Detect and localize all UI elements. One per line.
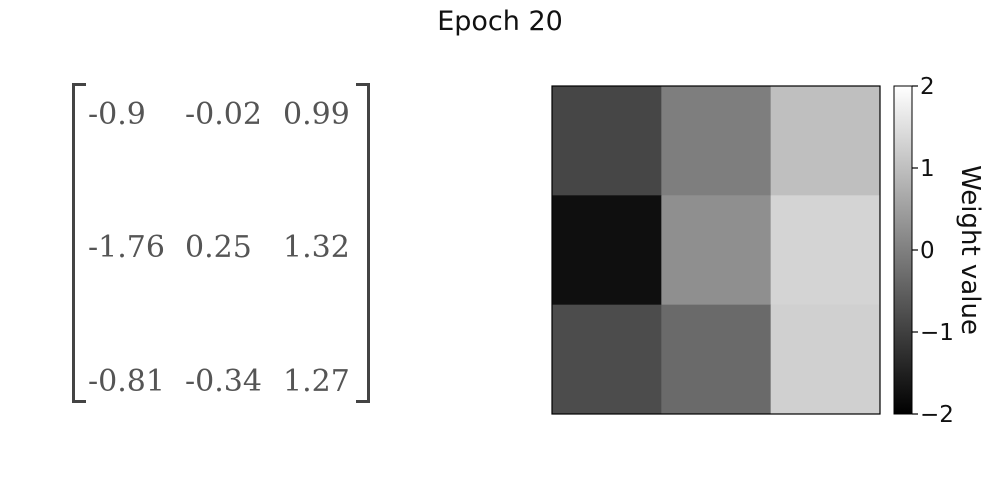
heatmap-cell-r3c1 xyxy=(552,304,662,415)
weight-matrix: -0.9 -0.02 0.99 -1.76 0.25 1.32 -0.81 -0… xyxy=(60,70,390,420)
matrix-cell-r1c3: 0.99 xyxy=(283,97,350,132)
left-bracket xyxy=(72,83,86,403)
colorbar-tick-label: 2 xyxy=(920,74,935,100)
colorbar-ticks: 2 1 0 −1 −2 xyxy=(912,74,954,428)
heatmap-cell-r2c2 xyxy=(661,195,772,306)
matrix-cell-r3c2: -0.34 xyxy=(185,364,262,399)
colorbar-tick-label: 0 xyxy=(920,238,935,264)
heatmap-frame xyxy=(551,85,881,415)
matrix-cell-r3c3: 1.27 xyxy=(283,364,350,399)
matrix-cell-r3c1: -0.81 xyxy=(88,364,165,399)
colorbar-tick-label: 1 xyxy=(920,156,935,182)
heatmap-cell-r2c1 xyxy=(552,195,662,306)
matrix-cell-r1c2: -0.02 xyxy=(185,97,262,132)
colorbar-label: Weight value xyxy=(955,165,985,335)
page-title: Epoch 20 xyxy=(437,6,563,37)
heatmap-cell-r1c1 xyxy=(552,86,662,196)
heatmap-cell-r2c3 xyxy=(770,195,881,306)
colorbar-tick-label: −1 xyxy=(920,320,954,346)
heatmap-cells xyxy=(552,86,881,415)
colorbar xyxy=(893,85,913,415)
heatmap-cell-r3c2 xyxy=(661,304,772,415)
matrix-cell-r2c2: 0.25 xyxy=(185,230,252,265)
right-bracket xyxy=(356,83,370,403)
matrix-cell-r1c1: -0.9 xyxy=(88,97,146,132)
matrix-cell-r2c3: 1.32 xyxy=(283,230,350,265)
matrix-cell-r2c1: -1.76 xyxy=(88,230,165,265)
heatmap-cell-r3c3 xyxy=(770,304,881,415)
heatmap-cell-r1c3 xyxy=(770,86,881,196)
colorbar-tick-label: −2 xyxy=(920,402,954,428)
heatmap-cell-r1c2 xyxy=(661,86,772,196)
